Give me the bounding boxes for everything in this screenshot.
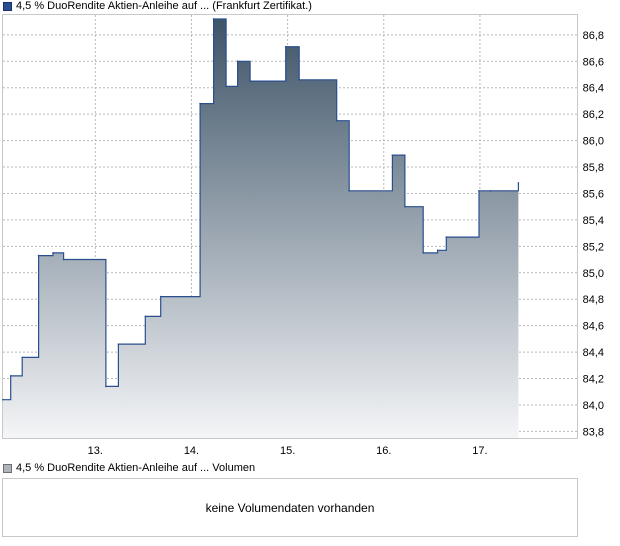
x-tick-label: 17. <box>472 445 487 457</box>
data-point <box>298 78 300 81</box>
price-legend: 4,5 % DuoRendite Aktien-Anleihe auf ... … <box>3 0 312 12</box>
data-point <box>52 252 54 254</box>
y-tick-label: 85,4 <box>583 215 604 227</box>
data-point <box>517 182 520 184</box>
y-tick-label: 84,4 <box>583 347 604 359</box>
y-tick-label: 84,6 <box>583 321 604 333</box>
data-point <box>249 80 251 82</box>
y-tick-label: 86,4 <box>583 83 604 95</box>
data-point <box>105 385 107 388</box>
data-point <box>21 356 24 359</box>
price-legend-swatch <box>3 1 12 11</box>
price-legend-label: 4,5 % DuoRendite Aktien-Anleihe auf ... … <box>16 0 312 12</box>
data-point <box>348 190 350 192</box>
y-tick-label: 85,0 <box>583 268 604 280</box>
volume-legend: 4,5 % DuoRendite Aktien-Anleihe auf ... … <box>3 462 255 474</box>
y-tick-label: 86,0 <box>583 136 604 148</box>
y-tick-label: 85,6 <box>583 188 604 200</box>
x-tick-label: 15. <box>280 445 295 457</box>
data-point <box>284 45 287 48</box>
y-tick-label: 83,8 <box>583 426 604 438</box>
data-point <box>436 249 439 252</box>
data-point <box>391 154 394 156</box>
volume-legend-label: 4,5 % DuoRendite Aktien-Anleihe auf ... … <box>16 462 256 474</box>
data-points <box>2 18 520 401</box>
y-tick-label: 86,2 <box>583 109 604 121</box>
data-point <box>199 102 201 105</box>
data-point <box>9 375 12 377</box>
volume-panel: keine Volumendaten vorhanden <box>2 478 578 537</box>
data-point <box>422 252 424 254</box>
volume-legend-swatch <box>3 463 12 473</box>
data-point <box>236 60 239 63</box>
data-point <box>212 18 215 20</box>
price-chart: 83,8 84,0 84,2 84,4 84,6 84,8 85,0 85,2 85,4 85,6… <box>2 14 604 457</box>
data-point <box>445 236 448 238</box>
price-area <box>3 19 519 438</box>
x-tick-label: 13. <box>88 445 103 457</box>
data-point <box>404 205 406 208</box>
y-tick-label: 84,8 <box>583 294 604 306</box>
x-axis-ticks: 13. 14. 15. 16. 17. <box>88 445 488 457</box>
data-point <box>159 295 162 298</box>
x-tick-label: 14. <box>184 445 199 457</box>
y-tick-label: 84,0 <box>583 400 604 412</box>
data-point <box>2 398 4 401</box>
price-line <box>3 18 519 401</box>
y-axis-ticks: 83,8 84,0 84,2 84,4 84,6 84,8 85,0 85,2 85,4 85,6… <box>583 30 604 439</box>
y-tick-label: 86,6 <box>583 56 604 68</box>
x-tick-label: 16. <box>376 445 391 457</box>
data-point <box>489 190 492 192</box>
data-point <box>225 85 227 88</box>
data-point <box>117 343 120 345</box>
no-volume-message: keine Volumendaten vorhanden <box>205 500 375 515</box>
data-point <box>62 258 65 261</box>
data-point <box>144 315 147 318</box>
data-point <box>335 119 338 122</box>
y-tick-label: 85,8 <box>583 162 604 174</box>
data-point <box>478 190 480 192</box>
data-point <box>37 254 40 257</box>
y-tick-label: 84,2 <box>583 374 604 386</box>
y-tick-label: 85,2 <box>583 241 604 253</box>
y-tick-label: 86,8 <box>583 30 604 42</box>
